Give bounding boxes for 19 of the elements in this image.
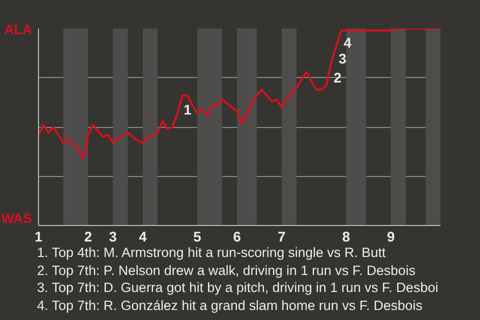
x-tick-label: 7 [278, 228, 286, 244]
x-tick-label: 1 [34, 228, 43, 244]
annotation: 2 [334, 70, 342, 86]
text: 1. Top 4th: M. Armstrong hit a run-scoring single vs R. Butt [37, 245, 386, 260]
x-tick-label: 8 [342, 228, 350, 244]
text: 2. Top 7th: P. Nelson drew a walk, driving in 1 run vs F. Desbois [37, 262, 416, 278]
text: ALA [4, 21, 32, 39]
text: 3. Top 7th: D. Guerra got hit by a pitch, driving in 1 run vs F. Desboi [37, 280, 438, 295]
x-tick-label: 4 [138, 228, 147, 244]
x-tick-label: 2 [84, 228, 92, 244]
annotation: 4 [344, 34, 352, 50]
x-tick-label: 3 [109, 228, 118, 244]
text: WAS [1, 210, 32, 228]
text: 4. Top 7th: R. González hit a grand slam home run vs F. Desbois [37, 298, 422, 312]
x-tick-label: 9 [386, 228, 395, 244]
annotation: 1 [184, 102, 192, 118]
x-tick-label: 5 [193, 228, 202, 244]
annotation: 3 [338, 50, 347, 66]
x-tick-label: 6 [233, 228, 242, 244]
